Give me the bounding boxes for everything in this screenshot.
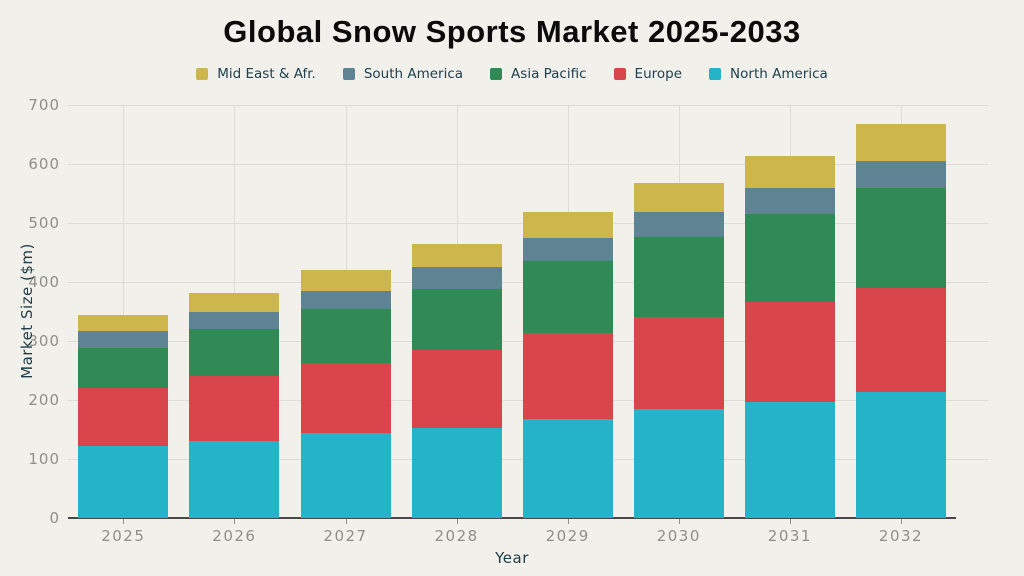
stacked-bar-2028 (411, 244, 502, 518)
bar-segment-mid-east-afr (189, 293, 280, 312)
legend-item-europe: Europe (613, 66, 683, 82)
y-tick-label: 700 (28, 96, 60, 114)
plot-area (68, 105, 988, 519)
bar-segment-asia-pacific (856, 188, 946, 288)
bar-segment-mid-east-afr (633, 182, 724, 213)
legend-label: South America (363, 66, 464, 82)
y-tick-label: 600 (28, 155, 60, 173)
legend-swatch-icon (709, 68, 722, 80)
bar-segment-asia-pacific (522, 261, 613, 334)
x-tick-mark (678, 519, 680, 524)
legend-label: Mid East & Afr. (217, 66, 316, 82)
y-tick-label: 400 (28, 273, 60, 291)
legend-label: North America (730, 66, 828, 82)
bar-segment-mid-east-afr (856, 124, 946, 162)
h-gridline (68, 164, 988, 165)
bar-segment-south-america (78, 330, 169, 349)
bar-segment-south-america (856, 161, 946, 189)
bar-segment-north-america (78, 446, 169, 518)
stacked-bar-2027 (300, 270, 391, 518)
legend-swatch-icon (342, 68, 355, 80)
x-tick-mark (345, 519, 347, 524)
stacked-bar-2026 (189, 293, 280, 518)
v-gridline (234, 105, 236, 518)
bar-segment-mid-east-afr (78, 315, 169, 331)
stacked-bar-2029 (522, 212, 613, 518)
x-tick-label: 2025 (101, 527, 146, 545)
bar-segment-asia-pacific (633, 236, 724, 318)
stacked-bar-2030 (633, 182, 724, 518)
bar-segment-asia-pacific (78, 348, 169, 389)
x-tick-mark (234, 519, 236, 524)
bar-segment-south-america (300, 290, 391, 310)
bar-segment-north-america (744, 401, 835, 518)
x-axis-line (68, 517, 956, 519)
bar-segment-mid-east-afr (300, 270, 391, 291)
y-axis-title: Market Size ($m) (18, 243, 36, 379)
bar-segment-mid-east-afr (744, 156, 835, 188)
y-tick-label: 0 (49, 509, 60, 527)
legend-item-mid-east-afr: Mid East & Afr. (196, 66, 316, 82)
legend-item-asia-pacific: Asia Pacific (490, 66, 587, 82)
x-tick-label: 2028 (434, 527, 479, 545)
x-tick-mark (567, 519, 569, 524)
bar-segment-mid-east-afr (522, 212, 613, 239)
bar-segment-north-america (411, 428, 502, 518)
x-tick-mark (123, 519, 125, 524)
y-tick-label: 200 (28, 391, 60, 409)
legend-label: Europe (634, 66, 683, 82)
y-tick-label: 500 (28, 214, 60, 232)
bar-segment-asia-pacific (189, 328, 280, 376)
bar-segment-europe (633, 317, 724, 409)
bar-segment-europe (300, 363, 391, 434)
x-tick-label: 2030 (656, 527, 701, 545)
bar-segment-europe (189, 375, 280, 442)
bar-segment-south-america (633, 212, 724, 237)
h-gridline (68, 105, 988, 106)
stacked-bar-2032 (856, 124, 946, 518)
bar-segment-europe (522, 333, 613, 419)
bar-segment-europe (78, 388, 169, 447)
x-tick-mark (789, 519, 791, 524)
v-gridline (123, 105, 125, 518)
legend-swatch-icon (613, 68, 626, 80)
bar-segment-europe (411, 350, 502, 429)
legend-label: Asia Pacific (511, 66, 587, 82)
bar-segment-asia-pacific (411, 289, 502, 351)
bar-segment-mid-east-afr (411, 244, 502, 268)
bar-segment-south-america (744, 187, 835, 214)
bar-segment-south-america (522, 238, 613, 262)
legend: Mid East & Afr. South America Asia Pacific… (0, 65, 1024, 83)
x-tick-label: 2027 (323, 527, 368, 545)
x-tick-mark (901, 519, 902, 524)
x-tick-label: 2032 (878, 527, 924, 545)
x-axis-title: Year (495, 549, 529, 567)
bar-segment-europe (856, 287, 946, 392)
bar-segment-north-america (300, 433, 391, 518)
chart-title: Global Snow Sports Market 2025-2033 (223, 14, 801, 49)
bar-segment-south-america (411, 267, 502, 290)
bar-segment-north-america (856, 391, 946, 518)
x-tick-label: 2029 (545, 527, 590, 545)
y-tick-label: 300 (28, 332, 60, 350)
y-tick-label: 100 (28, 450, 60, 468)
bar-segment-north-america (633, 408, 724, 518)
bar-segment-europe (744, 302, 835, 402)
legend-item-north-america: North America (709, 66, 828, 82)
bar-segment-north-america (189, 441, 280, 518)
bar-segment-south-america (189, 311, 280, 329)
legend-swatch-icon (490, 68, 503, 80)
bar-segment-asia-pacific (744, 213, 835, 303)
bar-segment-asia-pacific (300, 309, 391, 364)
legend-item-south-america: South America (342, 66, 464, 82)
x-tick-mark (456, 519, 458, 524)
bar-segment-north-america (522, 418, 613, 518)
x-tick-label: 2026 (212, 527, 257, 545)
stacked-bar-2025 (78, 315, 169, 518)
legend-swatch-icon (196, 68, 209, 80)
stacked-bar-2031 (744, 156, 835, 518)
x-tick-label: 2031 (767, 527, 812, 545)
